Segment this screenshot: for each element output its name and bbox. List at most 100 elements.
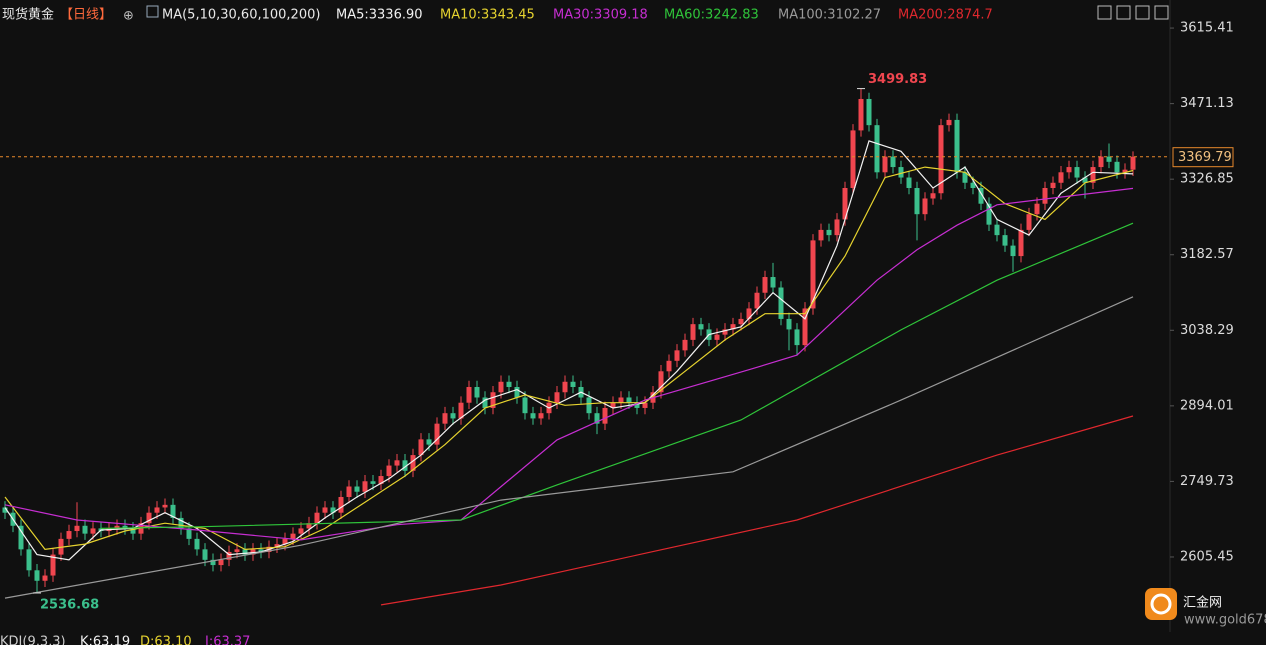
candle-body bbox=[610, 402, 616, 408]
candle-body bbox=[874, 125, 880, 173]
candle-body bbox=[570, 381, 576, 388]
ma-line bbox=[4, 296, 1134, 599]
candle-body bbox=[114, 525, 120, 529]
candle-body bbox=[506, 381, 512, 388]
candle-body bbox=[490, 392, 496, 408]
toolbar[interactable] bbox=[1097, 5, 1169, 20]
candle-body bbox=[682, 339, 688, 351]
candle-body bbox=[202, 549, 208, 560]
tool-icon[interactable] bbox=[1097, 5, 1112, 20]
candle-body bbox=[74, 525, 80, 532]
candle-body bbox=[882, 156, 888, 173]
candle-body bbox=[722, 329, 728, 335]
candle-body bbox=[514, 387, 520, 398]
tool-icon[interactable] bbox=[1135, 5, 1150, 20]
tool-icon[interactable] bbox=[1116, 5, 1131, 20]
candle-body bbox=[354, 486, 360, 492]
candle-body bbox=[26, 549, 32, 571]
candle-body bbox=[330, 507, 336, 513]
candle-body bbox=[226, 551, 232, 560]
candle-body bbox=[818, 229, 824, 241]
y-tick-label: 3471.13 bbox=[1180, 96, 1234, 111]
candle-body bbox=[826, 229, 832, 236]
candle-body bbox=[322, 507, 328, 513]
candle-body bbox=[298, 528, 304, 534]
candle-body bbox=[154, 507, 160, 513]
candle-body bbox=[410, 455, 416, 471]
y-tick-label: 2605.45 bbox=[1180, 549, 1234, 564]
candle-body bbox=[1026, 214, 1032, 230]
candle-body bbox=[458, 402, 464, 419]
y-tick-label: 3182.57 bbox=[1180, 247, 1234, 262]
candle-body bbox=[394, 460, 400, 466]
candle-body bbox=[466, 387, 472, 403]
y-tick-label: 3038.29 bbox=[1180, 323, 1234, 338]
candle-body bbox=[658, 371, 664, 393]
candle-body bbox=[1114, 161, 1120, 173]
watermark-url: www.gold678.com bbox=[1184, 613, 1266, 628]
candle-body bbox=[82, 525, 88, 534]
candle-body bbox=[474, 387, 480, 398]
kdj-item: K:63.19 bbox=[80, 635, 130, 645]
candle-body bbox=[986, 203, 992, 225]
candle-body bbox=[594, 413, 600, 424]
candle-body bbox=[954, 119, 960, 173]
candle-body bbox=[714, 334, 720, 340]
legend-entry: MA30:3309.18 bbox=[553, 8, 648, 23]
instrument-title: 现货黄金 bbox=[2, 7, 54, 23]
candle-body bbox=[946, 119, 952, 126]
candle-body bbox=[282, 538, 288, 545]
candle-body bbox=[250, 549, 256, 555]
y-tick-label: 3615.41 bbox=[1180, 21, 1234, 36]
settings-icon[interactable]: ⊕ bbox=[123, 9, 134, 24]
y-tick-label: 3326.85 bbox=[1180, 172, 1234, 187]
candle-body bbox=[186, 528, 192, 539]
candle-body bbox=[290, 533, 296, 539]
last-price-label: 3369.79 bbox=[1178, 150, 1232, 165]
candle-body bbox=[210, 559, 216, 566]
candle-body bbox=[930, 193, 936, 199]
candle-body bbox=[634, 402, 640, 408]
legend-entry: MA200:2874.7 bbox=[898, 8, 993, 23]
candle-body bbox=[618, 397, 624, 403]
candle-body bbox=[690, 324, 696, 340]
candle-body bbox=[730, 324, 736, 330]
candle-body bbox=[562, 381, 568, 393]
candle-body bbox=[802, 308, 808, 346]
candle-body bbox=[2, 507, 8, 513]
candle-body bbox=[850, 130, 856, 189]
candle-body bbox=[402, 460, 408, 471]
candle-body bbox=[1130, 156, 1136, 170]
candle-body bbox=[146, 512, 152, 524]
candle-body bbox=[66, 531, 72, 539]
ma-line bbox=[100, 222, 1134, 529]
candle-body bbox=[378, 476, 384, 484]
candle-body bbox=[754, 292, 760, 309]
candle-body bbox=[994, 224, 1000, 236]
legend-entry: MA5:3336.90 bbox=[336, 8, 423, 23]
candle-body bbox=[434, 423, 440, 445]
candle-body bbox=[450, 413, 456, 419]
period-label[interactable]: 【日线】 bbox=[60, 8, 112, 23]
kdj-name: KDJ(9,3,3) bbox=[0, 635, 66, 645]
ma-line bbox=[380, 415, 1134, 606]
candle-body bbox=[962, 172, 968, 183]
candle-body bbox=[1066, 167, 1072, 173]
candle-body bbox=[794, 329, 800, 346]
candle-body bbox=[538, 413, 544, 419]
min-label: 2536.68 bbox=[40, 597, 99, 612]
candle-body bbox=[922, 198, 928, 215]
candle-body bbox=[810, 240, 816, 309]
candle-body bbox=[1090, 167, 1096, 183]
ma-line bbox=[4, 140, 1134, 561]
candle-body bbox=[426, 439, 432, 445]
candle-body bbox=[970, 182, 976, 189]
tool-icon[interactable] bbox=[1154, 5, 1169, 20]
candle-body bbox=[586, 397, 592, 414]
candle-body bbox=[642, 402, 648, 408]
candle-body bbox=[42, 575, 48, 581]
legend-entry: MA60:3242.83 bbox=[664, 8, 759, 23]
candle-body bbox=[1042, 188, 1048, 204]
max-label: 3499.83 bbox=[868, 72, 927, 87]
